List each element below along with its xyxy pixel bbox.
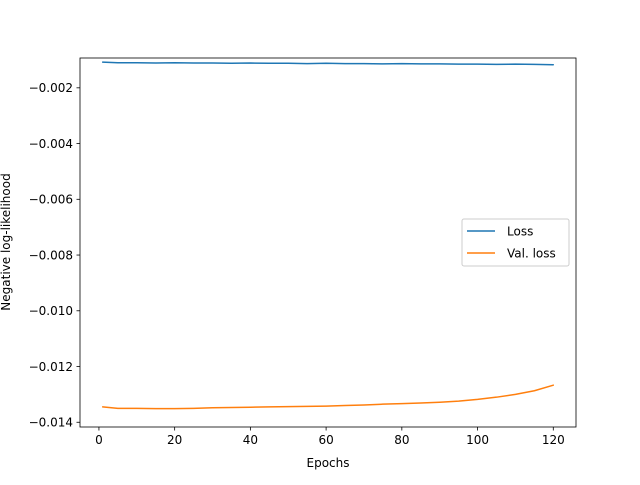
y-tick-label: −0.006 [29,193,73,207]
y-tick-label: −0.010 [29,304,73,318]
y-tick-label: −0.004 [29,137,73,151]
y-tick-label: −0.002 [29,81,73,95]
x-tick-label: 40 [243,433,258,447]
y-tick-label: −0.014 [29,416,73,430]
legend: Loss Val. loss [461,218,570,267]
x-tick-label: 100 [466,433,489,447]
series-line-val-loss [101,384,555,410]
series-line-loss [101,61,555,66]
x-axis-title: Epochs [307,456,350,470]
y-tick-label: −0.012 [29,360,73,374]
x-tick-label: 20 [167,433,182,447]
x-tick-label: 0 [95,433,103,447]
x-axis-ticks: 0 20 40 60 80 100 120 [95,427,565,447]
x-tick-label: 80 [394,433,409,447]
x-tick-label: 120 [542,433,565,447]
y-axis-ticks: −0.014 −0.012 −0.010 −0.008 −0.006 −0.004 −0.0… [29,81,80,430]
plot-frame [79,57,577,428]
plot-area [79,57,577,428]
y-tick-label: −0.008 [29,248,73,262]
y-axis-title: Negative log-likelihood [0,173,13,310]
x-tick-label: 60 [318,433,333,447]
legend-label-val-loss: Val. loss [507,246,556,260]
legend-label-loss: Loss [507,224,533,238]
